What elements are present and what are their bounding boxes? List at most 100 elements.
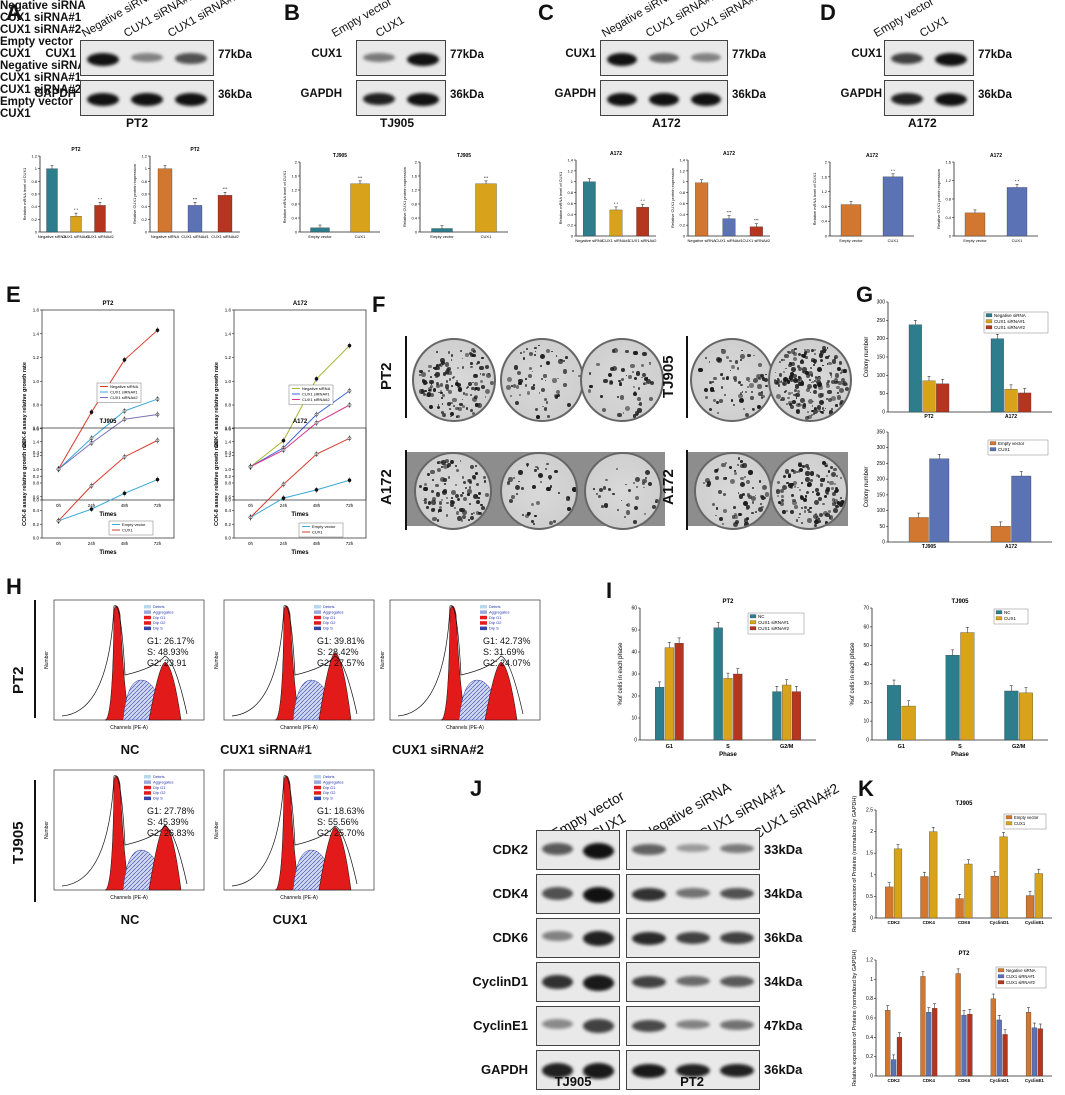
y-tick-label: 1 — [145, 166, 148, 171]
kda-label: 36kDa — [764, 1062, 803, 1077]
colony — [539, 354, 545, 360]
plot-frame — [233, 427, 367, 539]
protein-band — [542, 1063, 573, 1079]
bar — [70, 216, 82, 233]
panel-letter-b: B — [284, 0, 300, 25]
protein-band — [676, 976, 710, 987]
legend-label: Dip G2 — [153, 620, 166, 625]
blot-row-label: CUX1 — [851, 48, 882, 60]
colony-dish — [500, 338, 584, 422]
significance-mark: * * — [98, 196, 103, 201]
colony — [731, 364, 736, 369]
colony — [421, 378, 426, 383]
bar — [431, 228, 453, 233]
kda-label: 77kDa — [218, 49, 252, 61]
colony — [524, 384, 528, 387]
colony — [467, 386, 470, 389]
column-header: CUX1 siRNA#1 — [0, 72, 82, 84]
chart-title: PT2 — [71, 147, 80, 153]
colony — [428, 404, 433, 409]
bar — [1004, 690, 1019, 741]
colony — [518, 393, 521, 396]
column-header: CUX1 siRNA#2 — [0, 84, 82, 96]
colony — [742, 500, 748, 506]
colony — [435, 381, 439, 385]
colony — [554, 469, 558, 474]
category-label: CUX1 — [355, 234, 366, 239]
colony — [449, 407, 452, 410]
y-tick-label: 0 — [295, 230, 298, 235]
colony — [817, 496, 822, 501]
colony — [528, 351, 534, 357]
colony — [774, 371, 777, 374]
y-tick-label: 30 — [631, 672, 637, 678]
category-label: CDK4 — [923, 1078, 936, 1083]
bar — [1019, 692, 1033, 741]
colony — [795, 409, 800, 414]
y-tick-label: 10 — [631, 716, 637, 722]
colony — [534, 354, 537, 356]
colony — [647, 481, 652, 486]
y-tick-label: 0.2 — [33, 474, 40, 479]
colony — [456, 468, 459, 472]
x-axis-label: Phase — [951, 752, 969, 758]
colony — [442, 372, 447, 376]
colony — [800, 360, 804, 364]
colony — [549, 520, 553, 525]
colony — [448, 378, 452, 381]
colony-dish — [580, 338, 664, 422]
colony — [534, 408, 539, 412]
colony — [546, 361, 551, 365]
protein-band — [363, 53, 395, 63]
colony — [815, 516, 819, 520]
colony — [468, 382, 473, 387]
colony — [459, 493, 464, 497]
chart-E3: 0.0 0.2 0.4 0.6 0.8 1.0 1.2 1.4 1.6 TJ905 Times CCK… — [22, 419, 175, 556]
protein-band — [542, 931, 573, 942]
y-tick-label: 0 — [634, 738, 637, 744]
protein-band — [175, 53, 207, 64]
series-line — [250, 479, 350, 518]
y-tick-label: 0.8 — [291, 202, 297, 207]
colony — [444, 383, 450, 389]
colony — [530, 502, 535, 507]
row-label: A172 — [378, 469, 395, 505]
category-label: G1 — [898, 744, 905, 750]
significance-mark: *** — [358, 175, 363, 180]
legend-label: Dip S — [153, 626, 163, 631]
flow-histogram: Channels (PE-A)NumberDebrisAggregatesDip… — [214, 599, 375, 731]
y-tick-label: 100 — [877, 373, 886, 379]
colony — [718, 357, 723, 362]
column-header: CUX1 siRNA#1 — [0, 12, 82, 24]
colony — [792, 352, 798, 357]
colony — [800, 403, 804, 406]
plot-frame — [41, 427, 175, 539]
colony — [654, 498, 660, 503]
colony — [807, 410, 810, 413]
colony — [749, 383, 754, 389]
legend-swatch — [314, 615, 321, 620]
colony — [472, 476, 476, 480]
colony — [431, 497, 436, 502]
y-tick-label: 0.4 — [866, 1035, 873, 1041]
colony — [466, 386, 469, 389]
protein-band — [720, 1064, 754, 1078]
colony — [508, 477, 513, 482]
protein-band — [407, 53, 439, 66]
y-tick-label: 20 — [863, 700, 869, 706]
protein-band — [607, 93, 637, 106]
blot-caption: PT2 — [680, 1074, 704, 1089]
colony — [827, 509, 831, 513]
category-label: CUX1 — [1012, 238, 1023, 243]
legend-label: Empty vector — [312, 524, 336, 529]
kda-label: 33kDa — [764, 842, 803, 857]
x-tick-label: 72h — [346, 541, 354, 546]
colony — [471, 386, 475, 390]
protein-band — [632, 1020, 666, 1032]
colony — [779, 501, 785, 507]
colony — [509, 499, 513, 504]
y-tick-label: 0 — [949, 234, 952, 239]
bar — [94, 205, 106, 233]
colony — [807, 482, 812, 487]
colony — [826, 398, 829, 401]
